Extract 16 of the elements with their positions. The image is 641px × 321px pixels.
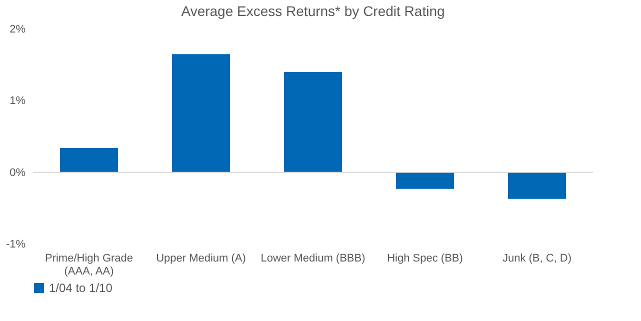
y-tick-label: -1% xyxy=(6,238,26,250)
x-tick-label: Prime/High Grade (AAA, AA) xyxy=(44,252,134,278)
x-tick-label: Upper Medium (A) xyxy=(156,252,246,264)
chart-title: Average Excess Returns* by Credit Rating xyxy=(181,3,445,19)
bar xyxy=(284,72,342,172)
x-tick-label: Lower Medium (BBB) xyxy=(260,252,366,264)
bar xyxy=(60,148,118,172)
y-tick-label: 2% xyxy=(10,24,26,36)
y-tick-label: 1% xyxy=(10,95,26,108)
legend-label: 1/04 to 1/10 xyxy=(49,281,113,295)
bar xyxy=(396,172,454,189)
x-tick-label: High Spec (BB) xyxy=(387,252,463,264)
bar xyxy=(172,54,230,172)
bar xyxy=(508,172,566,199)
x-tick-label: Junk (B, C, D) xyxy=(502,252,572,264)
y-tick-label: 0% xyxy=(10,166,26,179)
